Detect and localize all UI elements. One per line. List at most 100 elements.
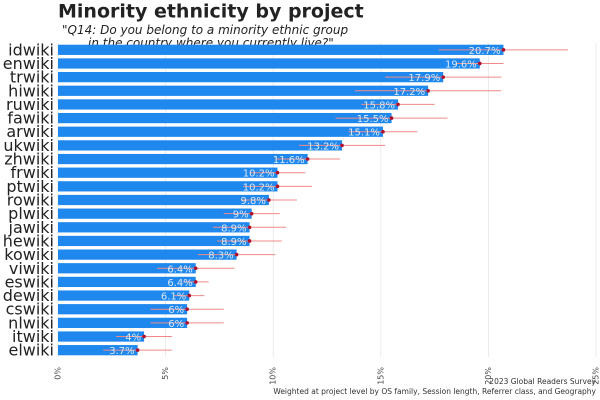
bar <box>58 99 399 110</box>
y-tick-label: idwiki <box>8 40 54 59</box>
bar <box>58 112 392 124</box>
caption: 2023 Global Readers Survey <box>489 377 596 386</box>
point <box>135 348 140 352</box>
bar <box>58 181 278 192</box>
value-label: 4% <box>125 333 141 344</box>
x-tick-label: 15% <box>376 367 385 385</box>
value-label: 20.7% <box>469 46 501 57</box>
bar <box>58 263 196 274</box>
point <box>396 102 400 107</box>
point <box>275 170 280 175</box>
y-tick-label: enwiki <box>3 54 54 73</box>
y-tick-label: kowiki <box>4 245 54 264</box>
bar <box>58 44 504 55</box>
value-label: 15.8% <box>363 100 395 111</box>
y-tick-label: plwiki <box>8 204 54 223</box>
point <box>305 157 310 161</box>
bar <box>58 126 383 137</box>
value-label: 10.2% <box>243 169 275 180</box>
bar <box>58 304 188 315</box>
value-label: 6.4% <box>167 264 192 275</box>
y-tick-label: hiwiki <box>8 81 54 100</box>
point <box>234 252 239 257</box>
point <box>247 225 252 230</box>
bar <box>58 290 190 301</box>
point <box>187 293 192 298</box>
point <box>267 198 271 202</box>
point <box>426 88 430 93</box>
y-tick-label: nlwiki <box>8 313 54 332</box>
bar <box>58 194 269 206</box>
bar <box>58 140 343 151</box>
bar <box>58 85 429 96</box>
y-tick-label: jawiki <box>8 218 55 237</box>
bar <box>58 345 138 356</box>
value-label: 8.9% <box>221 237 246 248</box>
point <box>185 307 189 312</box>
point <box>477 61 482 66</box>
bar <box>58 208 252 219</box>
value-label: 6.1% <box>161 292 186 303</box>
point <box>381 129 385 134</box>
bar <box>58 249 237 260</box>
bar <box>58 167 278 178</box>
value-label: 3.7% <box>109 346 134 357</box>
value-label: 15.5% <box>357 114 389 125</box>
bar <box>58 58 480 69</box>
x-tick-label: 10% <box>269 367 278 385</box>
value-label: 15.1% <box>348 128 380 139</box>
x-tick-label: 20% <box>484 367 493 385</box>
point <box>193 266 198 271</box>
y-tick-label: itwiki <box>12 327 54 346</box>
value-label: 9% <box>233 210 249 221</box>
y-tick-label: ruwiki <box>6 95 54 114</box>
value-label: 17.2% <box>393 87 425 98</box>
bar <box>58 317 188 328</box>
x-tick-label: 0% <box>54 367 63 380</box>
y-tick-label: trwiki <box>10 68 54 87</box>
point <box>275 184 280 189</box>
value-label: 6% <box>168 319 184 330</box>
point <box>247 239 252 243</box>
value-label: 9.8% <box>240 196 265 207</box>
y-tick-label: arwiki <box>6 122 54 141</box>
value-label: 10.2% <box>243 182 275 193</box>
y-tick-label: dewiki <box>3 286 54 305</box>
bar <box>58 276 196 288</box>
value-label: 13.2% <box>307 141 339 152</box>
value-label: 6.4% <box>167 278 192 289</box>
value-label: 19.6% <box>445 59 477 70</box>
y-tick-label: zhwiki <box>4 150 54 169</box>
bar <box>58 72 444 83</box>
value-label: 8.9% <box>221 223 246 234</box>
bar <box>58 331 145 342</box>
x-tick-label: 25% <box>592 367 600 385</box>
y-tick-label: elwiki <box>8 341 54 360</box>
point <box>340 143 344 148</box>
point <box>185 321 189 325</box>
bar <box>58 153 308 165</box>
point <box>501 48 506 52</box>
y-tick-label: ptwiki <box>6 177 54 196</box>
y-tick-label: cswiki <box>6 300 54 319</box>
point <box>193 280 198 284</box>
value-label: 6% <box>168 305 184 316</box>
point <box>441 75 446 79</box>
point <box>389 116 394 120</box>
value-label: 11.6% <box>273 155 305 166</box>
x-tick-label: 5% <box>161 367 170 380</box>
note: Weighted at project level by OS family, … <box>273 387 596 396</box>
bar <box>58 222 250 233</box>
chart-title: Minority ethnicity by project <box>58 1 364 23</box>
point <box>249 211 254 216</box>
y-tick-label: viwiki <box>9 259 54 278</box>
y-tick-label: eswiki <box>5 272 54 291</box>
value-label: 17.9% <box>408 73 440 84</box>
value-label: 8.3% <box>208 251 233 262</box>
y-tick-label: fawiki <box>7 109 54 128</box>
point <box>142 334 146 339</box>
y-tick-label: ukwiki <box>3 136 54 155</box>
bar <box>58 235 250 247</box>
y-tick-label: hewiki <box>3 231 54 250</box>
